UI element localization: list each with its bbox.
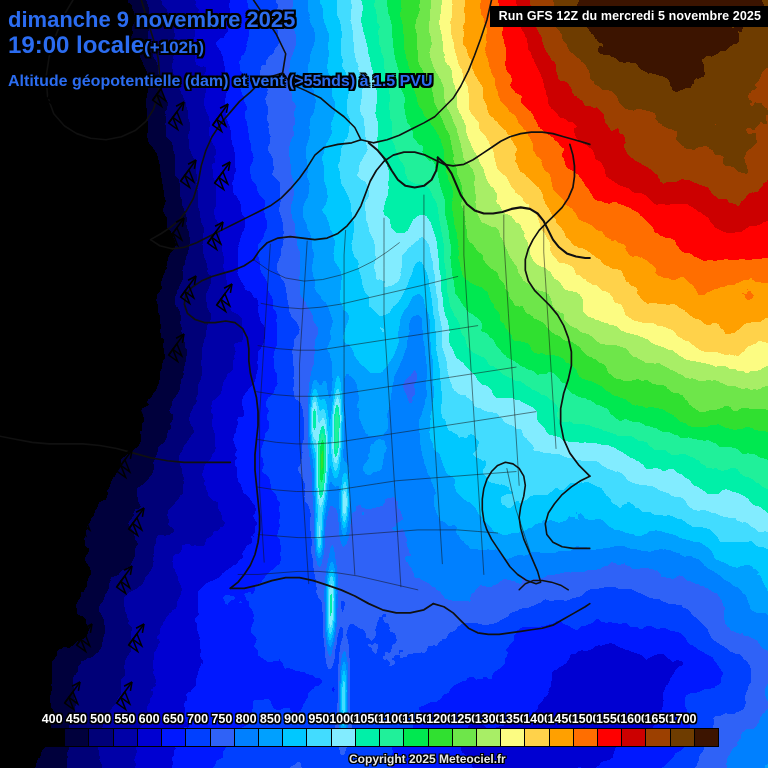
colorbar-tick-label: 1100 <box>378 712 406 726</box>
colorbar-tick-label: 800 <box>235 712 257 726</box>
copyright-label: Copyright 2025 Meteociel.fr <box>349 752 506 766</box>
colorbar-swatch <box>234 729 259 746</box>
colorbar-swatches <box>40 728 719 747</box>
colorbar-swatch <box>113 729 138 746</box>
colorbar-tick-label: 400 <box>41 712 63 726</box>
colorbar-tick-label: 750 <box>211 712 233 726</box>
forecast-time-value: 19:00 locale <box>8 32 145 59</box>
colorbar-swatch <box>65 729 90 746</box>
colorbar-tick-label: 450 <box>65 712 87 726</box>
colorbar-swatch <box>41 729 66 746</box>
colorbar-tick-label: 1600 <box>620 712 649 726</box>
colorbar-legend: 400 450 500 550 600 650 700 750 800 850 900 950 1000… <box>40 712 719 747</box>
colorbar-swatch <box>573 729 599 746</box>
colorbar-tick-label: 1400 <box>523 712 552 726</box>
colorbar-swatch <box>476 729 502 746</box>
colorbar-swatch <box>137 729 163 746</box>
colorbar-swatch <box>89 729 114 746</box>
colorbar-tick-label: 1550 <box>595 712 624 726</box>
colorbar-swatch <box>428 729 453 746</box>
colorbar-swatch <box>525 729 550 746</box>
colorbar-swatch <box>694 729 719 746</box>
colorbar-tick-label: 1450 <box>547 712 576 726</box>
colorbar-swatch <box>622 729 647 746</box>
colorbar-tick-label: 1200 <box>426 712 455 726</box>
colorbar-swatch <box>452 729 477 746</box>
colorbar-tick-label: 1150 <box>402 712 430 726</box>
forecast-time-label: 19:00 locale(+102h) <box>8 32 204 60</box>
colorbar-swatch <box>186 729 211 746</box>
colorbar-tick-label: 500 <box>90 712 112 726</box>
colorbar-tick-label: 1350 <box>498 712 527 726</box>
colorbar-swatch <box>307 729 332 746</box>
colorbar-swatch <box>331 729 356 746</box>
colorbar-swatch <box>162 729 187 746</box>
colorbar-tick-label: 1250 <box>450 712 479 726</box>
colorbar-tick-label: 950 <box>308 712 330 726</box>
colorbar-swatch <box>355 729 381 746</box>
colorbar-tick-label: 900 <box>284 712 306 726</box>
colorbar-swatch <box>646 729 671 746</box>
colorbar-swatch <box>380 729 405 746</box>
colorbar-tick-label: 1650 <box>644 712 673 726</box>
colorbar-swatch <box>404 729 429 746</box>
colorbar-tick-label: 1700 <box>668 712 697 726</box>
colorbar-swatch <box>283 729 308 746</box>
colorbar-tick-label: 550 <box>114 712 136 726</box>
colorbar-tick-label: 1300 <box>474 712 503 726</box>
forecast-leadtime-value: (+102h) <box>144 38 205 57</box>
forecast-date-label: dimanche 9 novembre 2025 <box>8 7 296 32</box>
colorbar-swatch <box>501 729 526 746</box>
parameter-label: Altitude géopotentielle (dam) et vent (>… <box>8 73 433 90</box>
colorbar-tick-label: 1500 <box>571 712 600 726</box>
colorbar-swatch <box>670 729 695 746</box>
colorbar-tick-label: 700 <box>187 712 209 726</box>
model-run-banner: Run GFS 12Z du mercredi 5 novembre 2025 <box>489 6 768 27</box>
colorbar-swatch <box>549 729 574 746</box>
colorbar-swatch <box>210 729 235 746</box>
colorbar-tick-label: 1050 <box>353 712 382 726</box>
colorbar-tick-label: 850 <box>259 712 281 726</box>
colorbar-tick-label: 1000 <box>329 712 358 726</box>
colorbar-swatch <box>598 729 623 746</box>
colorbar-tick-labels: 400 450 500 550 600 650 700 750 800 850 900 950 1000… <box>40 712 719 728</box>
colorbar-swatch <box>258 729 284 746</box>
colorbar-tick-label: 650 <box>162 712 184 726</box>
colorbar-tick-label: 600 <box>138 712 160 726</box>
